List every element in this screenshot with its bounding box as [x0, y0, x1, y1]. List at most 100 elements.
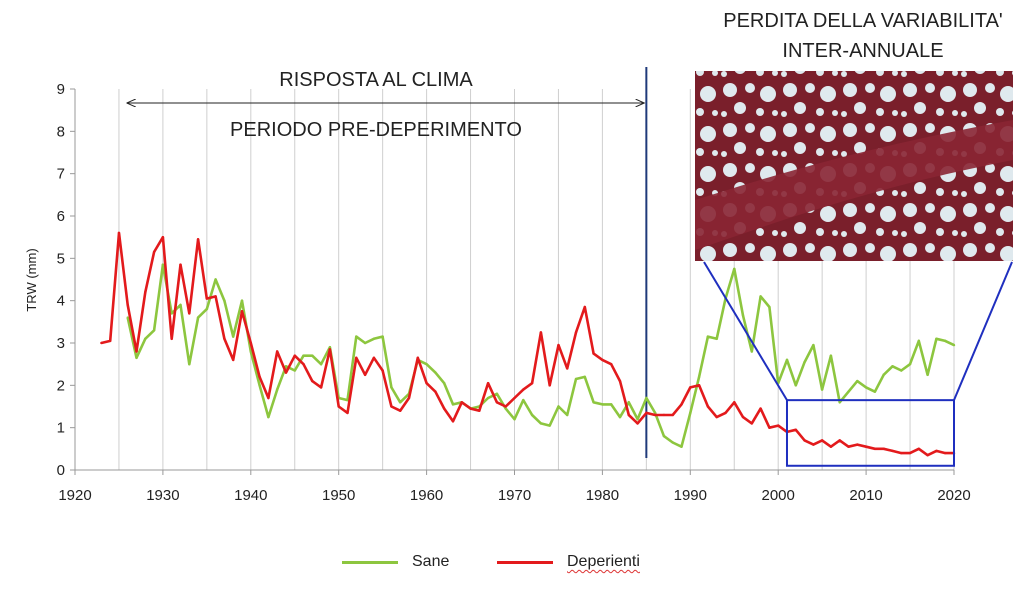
point-deperienti-1964	[460, 401, 463, 404]
point-deperienti-1963	[451, 420, 455, 423]
point-sane-1998	[759, 295, 762, 298]
point-deperienti-1952	[355, 356, 358, 360]
point-sane-1926	[126, 316, 129, 319]
point-sane-1937	[223, 299, 226, 302]
point-sane-1974	[548, 424, 551, 427]
point-deperienti-2019	[944, 451, 947, 455]
point-deperienti-1950	[337, 405, 340, 408]
point-deperienti-1930	[161, 235, 165, 239]
point-sane-1980	[601, 403, 604, 406]
series-layer	[100, 231, 956, 457]
x-tick-label-2020: 2020	[937, 487, 970, 504]
point-sane-1976	[566, 413, 569, 417]
point-sane-1978	[583, 375, 587, 379]
point-sane-1946	[302, 354, 305, 357]
point-sane-1960	[425, 362, 428, 366]
point-deperienti-1996	[741, 415, 745, 419]
point-sane-1939	[240, 299, 244, 302]
point-deperienti-1990	[689, 386, 692, 389]
point-sane-2006	[829, 354, 833, 357]
point-sane-2002	[794, 384, 797, 387]
point-sane-1999	[768, 305, 771, 309]
point-deperienti-1951	[346, 411, 349, 415]
point-sane-1975	[557, 405, 560, 408]
y-tick-label-7: 7	[57, 166, 65, 183]
point-sane-1988	[671, 441, 674, 444]
point-sane-2007	[838, 401, 841, 404]
point-deperienti-1945	[293, 354, 296, 357]
point-sane-2013	[891, 365, 894, 368]
x-tick-label-1990: 1990	[674, 487, 707, 504]
y-tick-label-6: 6	[57, 208, 65, 225]
point-deperienti-2013	[891, 449, 894, 453]
point-sane-1990	[689, 411, 692, 415]
point-deperienti-2007	[838, 439, 841, 442]
point-deperienti-1982	[618, 379, 622, 383]
x-tick-label-2000: 2000	[762, 487, 795, 504]
point-sane-1985	[645, 396, 648, 400]
y-tick-label-1: 1	[57, 420, 65, 437]
point-deperienti-2010	[864, 445, 868, 448]
point-deperienti-1931	[170, 337, 173, 340]
point-sane-1941	[258, 384, 261, 387]
point-sane-1932	[179, 303, 182, 307]
point-deperienti-2014	[900, 451, 903, 455]
annotation-inter-annuale: INTER-ANNUALE	[782, 40, 943, 62]
point-sane-1997	[750, 350, 754, 353]
point-sane-2010	[864, 386, 868, 389]
point-deperienti-1928	[144, 291, 147, 294]
point-deperienti-1944	[284, 371, 288, 374]
x-tick-label-1920: 1920	[58, 487, 91, 504]
point-deperienti-1956	[390, 405, 393, 408]
point-deperienti-1937	[223, 337, 226, 340]
legend-swatch-sane	[342, 560, 398, 564]
point-sane-1970	[513, 418, 516, 421]
x-tick-label-1940: 1940	[234, 487, 267, 504]
tick-labels: 0 1 2 3 4 5 6 7 8 9 1920 1930 1940 1950 1960 1970 1980 19…	[57, 81, 971, 504]
point-sane-2014	[900, 369, 903, 372]
annotation-risposta-al-clima: RISPOSTA AL CLIMA	[279, 69, 473, 91]
point-sane-1953	[363, 341, 367, 345]
point-sane-1968	[495, 392, 499, 395]
point-sane-1943	[275, 388, 279, 391]
point-deperienti-1976	[566, 367, 569, 370]
point-deperienti-1938	[232, 358, 235, 362]
point-deperienti-1925	[117, 231, 121, 235]
point-sane-1987	[662, 434, 666, 438]
point-deperienti-1940	[249, 341, 252, 345]
point-sane-2015	[908, 362, 912, 366]
point-deperienti-1989	[680, 403, 683, 406]
inset-image	[695, 71, 1013, 261]
point-sane-1982	[618, 415, 622, 419]
point-deperienti-1997	[750, 422, 754, 425]
point-deperienti-1995	[733, 401, 736, 404]
legend: Sane Deperienti	[0, 553, 1024, 583]
point-sane-2011	[873, 390, 877, 393]
point-sane-2012	[882, 373, 885, 376]
y-tick-label-2: 2	[57, 377, 65, 394]
annotation-perdita-variabilita: PERDITA DELLA VARIABILITA'	[723, 10, 1002, 32]
point-sane-1977	[574, 377, 578, 381]
point-deperienti-1994	[724, 411, 727, 415]
point-deperienti-1932	[179, 263, 182, 266]
point-deperienti-1954	[372, 356, 376, 360]
point-sane-1940	[249, 350, 252, 353]
y-tick-label-5: 5	[57, 250, 65, 267]
point-sane-2008	[847, 390, 850, 393]
point-deperienti-1926	[126, 303, 129, 307]
point-deperienti-1971	[522, 388, 525, 391]
point-sane-2017	[926, 373, 929, 376]
point-deperienti-1934	[196, 238, 200, 241]
point-deperienti-1993	[715, 415, 718, 419]
point-deperienti-1939	[240, 310, 244, 313]
zoom-connector-right	[953, 261, 1013, 401]
x-tick-label-1960: 1960	[410, 487, 443, 504]
point-deperienti-1967	[486, 382, 490, 385]
point-sane-1938	[232, 335, 235, 338]
y-tick-label-9: 9	[57, 81, 65, 98]
point-sane-1948	[319, 362, 323, 366]
point-deperienti-1985	[645, 411, 648, 415]
point-sane-1952	[355, 335, 358, 338]
point-sane-1955	[381, 335, 384, 338]
point-deperienti-2015	[908, 451, 912, 455]
